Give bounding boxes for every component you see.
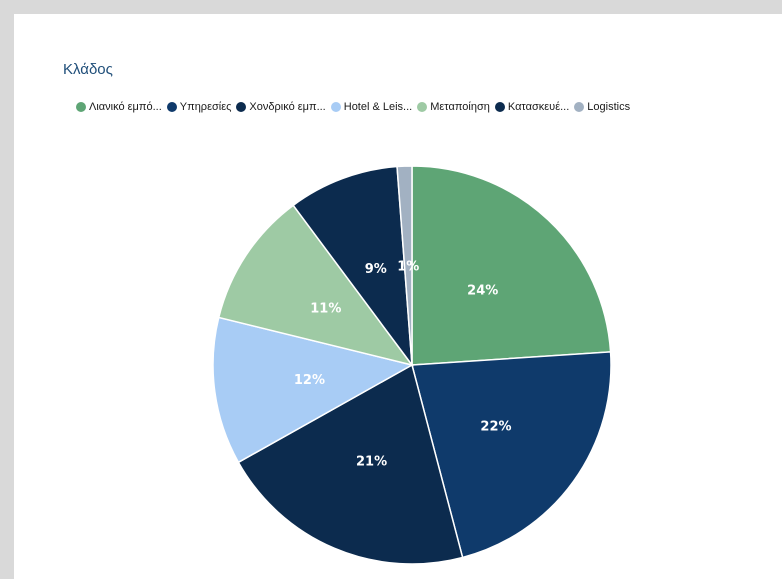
pie-slice[interactable] <box>217 204 414 367</box>
legend-item[interactable]: Κατασκευέ... <box>494 101 570 113</box>
slice-data-label: 11% <box>310 302 341 317</box>
slice-data-label: 9% <box>365 262 387 277</box>
legend-label: Logistics <box>587 101 631 113</box>
legend-label: Υπηρεσίες <box>179 101 232 113</box>
legend-item[interactable]: Logistics <box>574 101 630 113</box>
pie-slice[interactable] <box>411 351 612 559</box>
legend-label: Λιανικό εμπό... <box>89 101 162 113</box>
slice-data-label: 12% <box>294 373 325 388</box>
pie-slice[interactable] <box>237 363 464 565</box>
slice-data-label: 1% <box>397 260 419 275</box>
legend-label: Hotel & Leis... <box>343 101 413 113</box>
legend-label: Κατασκευέ... <box>507 101 570 113</box>
pie-slice[interactable] <box>396 165 413 366</box>
legend-swatch <box>494 102 505 112</box>
legend-swatch <box>574 102 585 112</box>
pie-slice[interactable] <box>292 165 413 368</box>
chart-title: Κλάδος <box>63 61 113 78</box>
slice-data-label: 22% <box>480 419 511 434</box>
legend-item[interactable]: Υπηρεσίες <box>166 101 232 113</box>
pie-slice[interactable] <box>411 165 612 366</box>
legend-swatch <box>330 102 341 112</box>
legend-swatch <box>76 102 86 112</box>
legend-swatch <box>236 102 247 112</box>
legend-item[interactable]: Μεταποίηση <box>417 101 490 113</box>
pie-slice[interactable] <box>212 316 415 464</box>
slice-data-label: 21% <box>356 454 387 469</box>
legend-label: Μεταποίηση <box>430 101 490 113</box>
slice-data-label: 24% <box>467 283 498 298</box>
legend-swatch <box>166 102 177 112</box>
legend-item[interactable]: Χονδρικό εμπ... <box>236 101 326 113</box>
legend-label: Χονδρικό εμπ... <box>249 101 326 113</box>
legend: Λιανικό εμπό... Υπηρεσίες Χονδρικό εμπ... H… <box>76 99 635 115</box>
legend-item[interactable]: Λιανικό εμπό... <box>76 101 162 113</box>
legend-swatch <box>417 102 428 112</box>
legend-item[interactable]: Hotel & Leis... <box>330 101 413 113</box>
